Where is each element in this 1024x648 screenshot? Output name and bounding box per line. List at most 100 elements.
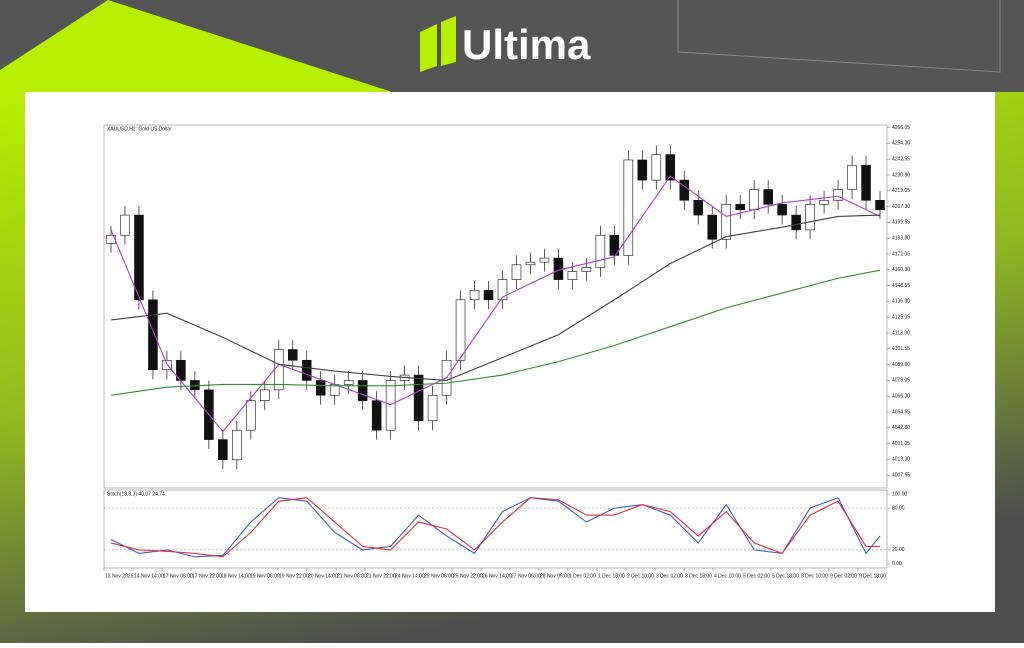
x-tick-label: 28 Nov 06:00 (540, 573, 570, 579)
y-tick-label: 4113.30 (892, 330, 910, 336)
x-tick-label: 17 Nov 06:00 (163, 573, 193, 579)
candle-body (455, 299, 466, 361)
stoch-frame (103, 489, 888, 569)
y-tick-label: 4042.80 (892, 425, 910, 431)
candle-body (679, 179, 690, 201)
y-tick-label: 4148.55 (892, 283, 910, 289)
x-tick-label: 9 Dec 18:00 (859, 573, 886, 579)
x-tick-label: 5 Dec 02:00 (743, 573, 770, 579)
decor-line (677, 0, 1001, 73)
y-tick-label: 4066.30 (892, 394, 910, 400)
y-tick-label: 4266.05 (892, 125, 910, 131)
y-tick-label: 4125.05 (892, 315, 910, 321)
candle-body (847, 165, 857, 190)
candle-body (749, 189, 759, 211)
candle-body (875, 199, 885, 211)
stoch-tick-label: 0.00 (892, 561, 902, 567)
stoch-tick-label: 100.00 (892, 492, 908, 498)
candle-body (525, 261, 536, 266)
candle-body (232, 429, 242, 461)
candle-body (665, 154, 676, 181)
x-tick-label: 25 Nov 22:00 (453, 573, 483, 579)
x-tick-label: 1 Dec 18:00 (598, 573, 625, 579)
chart-title: XAUUSD,H2: Gold US Dollar (107, 126, 172, 132)
y-tick-label: 4089.80 (892, 362, 910, 368)
y-tick-label: 4195.55 (892, 220, 910, 226)
candle-body (218, 439, 228, 461)
line (110, 175, 881, 433)
candle-body (148, 299, 158, 370)
candle-body (343, 380, 354, 385)
candle-body (274, 349, 284, 391)
y-tick-label: 4230.80 (892, 172, 910, 178)
candle-body (763, 189, 773, 205)
x-tick-label: 1 Dec 02:00 (569, 573, 596, 579)
x-tick-label: 21 Nov 06:00 (337, 573, 367, 579)
candle-body (651, 154, 662, 181)
candle-body (735, 204, 745, 210)
y-tick-label: 4219.05 (892, 188, 910, 194)
x-tick-label: 24 Nov 14:00 (395, 573, 425, 579)
candle-body (623, 159, 634, 256)
x-tick-label: 18 Nov 14:00 (221, 573, 251, 579)
y-tick-label: 4054.55 (892, 409, 910, 415)
candle-body (539, 257, 550, 263)
candle-body (134, 214, 144, 301)
x-tick-label: 17 Nov 22:00 (192, 573, 222, 579)
candle-body (637, 159, 648, 181)
x-tick-label: 5 Dec 18:00 (772, 573, 799, 579)
y-tick-label: 4101.55 (892, 346, 910, 352)
x-tick-label: 13 Nov 2025 (105, 573, 134, 579)
candle-body (413, 374, 424, 422)
candle-body (581, 267, 592, 272)
candle-body (833, 189, 843, 201)
candle-body (301, 359, 312, 381)
y-tick-label: 4242.55 (892, 157, 910, 163)
x-tick-label: 2 Dec 10:00 (627, 573, 654, 579)
stoch-title: Stoch(13,3,3) 40.07 24.74 (107, 491, 165, 497)
stoch-tick-label: 80.00 (892, 505, 905, 511)
x-tick-label: 9 Dec 02:00 (830, 573, 857, 579)
candle-body (693, 199, 704, 216)
y-tick-label: 4254.30 (892, 141, 910, 147)
x-tick-label: 26 Nov 14:00 (482, 573, 512, 579)
x-tick-label: 3 Dec 18:00 (685, 573, 712, 579)
price-frame (103, 124, 888, 489)
line (110, 269, 881, 396)
line (110, 496, 881, 558)
y-tick-label: 4172.05 (892, 251, 910, 257)
x-tick-label: 21 Nov 22:00 (366, 573, 396, 579)
brand: Ultima (462, 21, 591, 68)
x-tick-label: 20 Nov 14:00 (308, 573, 338, 579)
accent-triangle (0, 0, 392, 92)
candle-body (371, 400, 382, 431)
stoch-tick-label: 20.00 (892, 547, 905, 553)
candle-body (819, 199, 829, 205)
y-tick-label: 4019.30 (892, 457, 910, 463)
candle-body (315, 380, 326, 396)
y-tick-label: 4183.80 (892, 236, 910, 242)
candle-body (805, 204, 815, 231)
x-tick-label: 25 Nov 06:00 (424, 573, 454, 579)
candle-body (246, 400, 256, 431)
candle-body (483, 290, 494, 301)
y-tick-label: 4031.05 (892, 441, 910, 447)
x-tick-label: 19 Nov 06:00 (250, 573, 280, 579)
candle-body (287, 349, 298, 361)
candle-body (120, 214, 130, 236)
candle-body (553, 257, 564, 280)
candle-body (567, 271, 578, 280)
x-tick-label: 8 Dec 10:00 (801, 573, 828, 579)
card (25, 92, 995, 612)
candle-body (791, 214, 801, 231)
y-tick-label: 4007.55 (892, 472, 910, 478)
candle-body (385, 380, 396, 431)
candle-body (609, 234, 620, 256)
candle-body (861, 165, 871, 201)
y-tick-label: 4078.05 (892, 378, 910, 384)
candle-body (427, 394, 438, 422)
x-tick-label: 27 Nov 06:00 (511, 573, 541, 579)
x-tick-label: 3 Dec 02:00 (656, 573, 683, 579)
candle-body (721, 204, 731, 240)
